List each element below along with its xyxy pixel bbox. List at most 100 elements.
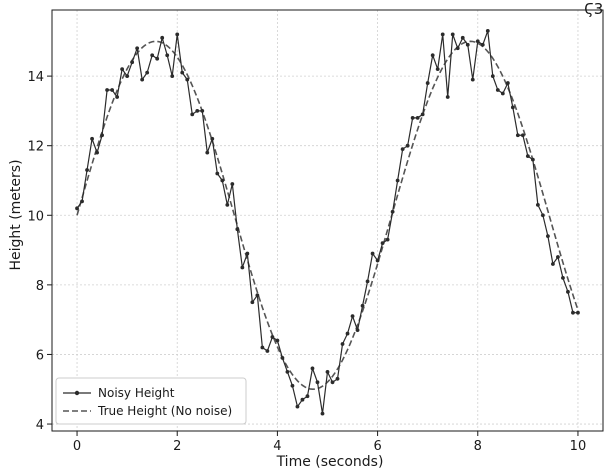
x-tick-label: 4 (273, 439, 281, 454)
noisy-height-point (375, 258, 380, 263)
x-tick-label: 8 (474, 439, 482, 454)
y-tick-label: 6 (36, 348, 44, 363)
noisy-height-point (90, 136, 94, 141)
noisy-height-point (210, 136, 215, 141)
noisy-height-point (465, 42, 470, 47)
grid-lines (52, 10, 603, 431)
y-axis-ticks: 4 6 8 10 12 14 (27, 70, 52, 433)
x-axis-ticks: 0 2 4 6 8 10 (73, 431, 586, 454)
noisy-height-point (145, 70, 150, 75)
noisy-height-point (540, 213, 545, 218)
noisy-height-markers (75, 28, 580, 416)
noisy-height-point (460, 35, 465, 40)
noisy-height-point (365, 279, 370, 284)
noisy-height-point (315, 380, 320, 385)
noisy-height-point (75, 206, 79, 211)
noisy-height-point (556, 255, 560, 259)
noisy-height-point (135, 46, 140, 51)
noisy-height-point (405, 143, 410, 148)
x-tick-label: 6 (373, 439, 381, 454)
noisy-height-point (525, 154, 530, 159)
noisy-height-point (450, 32, 455, 37)
noisy-height-point (120, 67, 125, 72)
noisy-height-point (130, 60, 135, 65)
noisy-height-point (295, 404, 300, 409)
noisy-height-point (340, 342, 345, 346)
plot-frame (51, 9, 604, 432)
noisy-height-point (235, 227, 240, 232)
noisy-height-point (350, 314, 355, 319)
noisy-height-point (385, 237, 390, 242)
noisy-height-point (165, 53, 170, 58)
noisy-height-point (265, 349, 270, 353)
noisy-height-point (175, 32, 180, 37)
noisy-height-point (95, 150, 99, 155)
noisy-height-point (255, 293, 260, 298)
true-height-line (76, 40, 579, 391)
noisy-height-point (200, 109, 205, 113)
noisy-height-point (415, 115, 420, 120)
noisy-height-point (110, 88, 115, 92)
noisy-height-point (370, 251, 375, 256)
noisy-height-point (561, 276, 565, 280)
noisy-height-point (551, 262, 555, 266)
noisy-height-point (205, 150, 210, 155)
noisy-height-line (76, 30, 578, 414)
y-tick-label: 10 (27, 209, 44, 224)
noisy-height-point (390, 209, 395, 214)
noisy-height-point (440, 32, 445, 37)
noisy-height-point (280, 356, 285, 360)
x-tick-label: 10 (570, 439, 587, 454)
noisy-height-point (505, 81, 510, 85)
noisy-height-point (490, 74, 495, 79)
noisy-height-point (380, 241, 385, 246)
noisy-height-point (425, 81, 430, 85)
noisy-height-point (420, 112, 425, 117)
noisy-height-point (395, 178, 400, 183)
noisy-height-point (455, 46, 460, 51)
noisy-height-point (180, 70, 185, 75)
noisy-height-point (80, 199, 84, 204)
noisy-height-point (260, 345, 265, 350)
noisy-height-point (520, 133, 525, 138)
noisy-height-point (230, 182, 235, 186)
noisy-height-point (250, 300, 255, 305)
noisy-height-point (300, 397, 305, 402)
noisy-height-point (535, 202, 540, 207)
noisy-height-point (530, 157, 535, 162)
noisy-height-point (320, 411, 325, 416)
legend-box (55, 377, 247, 425)
noisy-height-point (355, 328, 360, 332)
noisy-height-point (571, 310, 575, 315)
x-tick-label: 2 (173, 439, 181, 454)
noisy-height-point (245, 251, 250, 256)
y-axis-label: Height (meters) (8, 159, 24, 270)
noisy-height-point (470, 77, 475, 82)
noisy-height-point (566, 289, 570, 294)
noisy-height-point (185, 77, 190, 82)
noisy-height-point (475, 39, 480, 44)
noisy-height-point (270, 335, 275, 339)
noisy-height-point (430, 53, 435, 58)
noisy-height-point (445, 95, 450, 99)
noisy-height-point (500, 91, 505, 96)
noisy-height-point (330, 380, 335, 385)
x-axis-label: Time (seconds) (276, 454, 384, 469)
noisy-height-point (305, 394, 310, 399)
noisy-height-point (195, 109, 200, 113)
legend-noisy-label: Noisy Height (98, 386, 175, 400)
noisy-height-point (290, 383, 295, 388)
noisy-height-point (150, 53, 155, 58)
legend-true-label: True Height (No noise) (97, 404, 232, 418)
noisy-height-point (325, 369, 330, 374)
noisy-height-point (576, 310, 580, 315)
true-height-series (76, 40, 579, 391)
noisy-height-point (546, 234, 550, 239)
noisy-height-point (225, 202, 230, 207)
y-tick-label: 8 (36, 279, 44, 294)
noisy-height-point (400, 147, 405, 152)
y-tick-label: 12 (27, 140, 44, 155)
noisy-height-point (480, 42, 485, 47)
noisy-height-point (100, 133, 104, 138)
